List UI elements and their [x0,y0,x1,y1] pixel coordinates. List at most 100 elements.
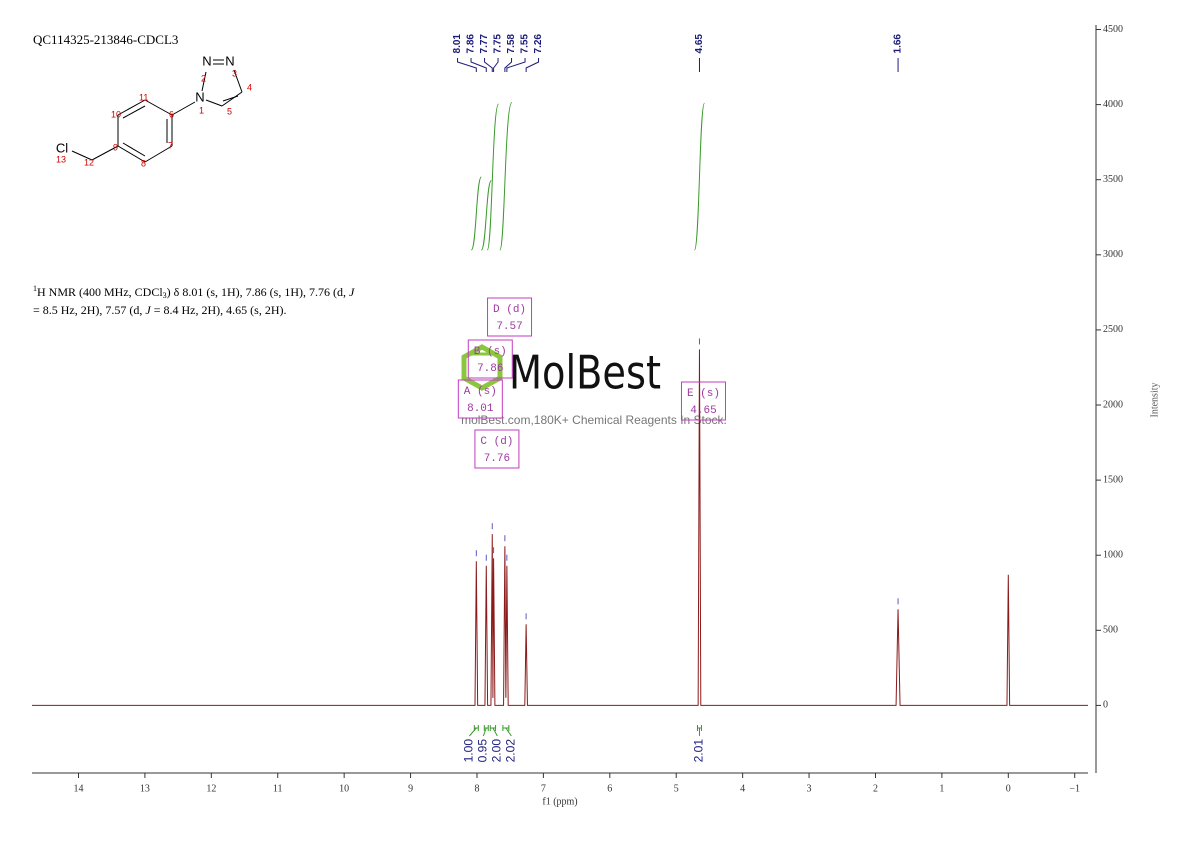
x-tick-label: 14 [73,783,83,794]
text-part: = 8.5 Hz, 2H), 7.57 (d, [33,303,145,317]
peak-label: 1.66 [893,34,904,54]
text-part: 1 [33,284,37,293]
peak-label: 7.77 [479,34,490,54]
x-tick-label: 8 [474,783,479,794]
multiplet-label: A (s) [464,386,497,398]
text-part: ) δ 8.01 (s, 1H), 7.86 (s, 1H), 7.76 (d, [167,285,349,299]
x-tick-label: −1 [1069,783,1080,794]
atom-number: 11 [139,92,148,102]
y-tick-label: 1500 [1103,474,1123,485]
integral-label: 2.01 [692,739,706,763]
bond [122,142,146,157]
atom-number: 5 [227,106,232,116]
multiplet-box [467,339,513,379]
y-tick-label: 3500 [1103,174,1123,185]
bond [233,69,243,93]
multiplet-label: C (d) [480,436,513,448]
multiplet-label: D (d) [493,304,526,316]
bond [222,95,239,102]
x-tick-label: 4 [740,783,745,794]
y-tick-label: 0 [1103,700,1108,711]
y-tick-label: 500 [1103,625,1118,636]
bond [201,71,207,92]
integral-bracket [468,725,479,737]
atom-label: N [202,53,211,68]
x-axis-label: f1 (ppm) [542,796,577,807]
integral-bracket [489,725,498,737]
integral-label: 2.02 [504,739,518,763]
peak-leader [493,58,499,72]
sample-title: QC114325-213846-CDCL3 [33,32,178,47]
integral-curve [480,180,492,251]
atom-number: 12 [84,157,94,167]
text-part: J [145,303,151,317]
peak-leader [457,58,477,72]
atom-number: 1 [199,105,204,115]
peak-label: 7.55 [520,34,531,54]
integral-label: 2.00 [490,739,504,763]
atom-number: 9 [113,142,118,152]
peak-leader [504,58,513,72]
watermark-tagline: molBest.com,180K+ Chemical Reagents In S… [461,413,727,427]
peak-label: 7.86 [466,34,477,54]
x-tick-label: 6 [607,783,612,794]
atom-number: 8 [141,158,146,168]
text-part: H NMR (400 MHz, CDCl [37,285,163,299]
peak-label: 7.26 [533,34,544,54]
integral-curve [499,102,513,251]
watermark-brand: MolBest [509,346,661,400]
multiplet-shift: 7.57 [496,321,522,333]
nmr-description: = 8.5 Hz, 2H), 7.57 (d, J = 8.4 Hz, 2H),… [33,303,287,317]
x-tick-label: 2 [873,783,878,794]
molecule [71,59,243,163]
integral-bracket [696,725,702,736]
x-tick-label: 5 [674,783,679,794]
x-tick-label: 9 [408,783,413,794]
peak-label: 8.01 [452,34,463,54]
y-tick-label: 2000 [1103,399,1123,410]
x-tick-label: 13 [140,783,150,794]
text-part: = 8.4 Hz, 2H), 4.65 (s, 2H). [151,303,287,317]
bond [205,99,223,107]
bond [71,150,93,161]
multiplet-box [487,297,533,337]
atom-number: 10 [111,109,121,119]
y-axis-label: Intensity [1149,383,1160,418]
bond [144,145,173,163]
x-tick-label: 10 [339,783,349,794]
multiplet-label: E (s) [687,388,720,400]
text-part: J [349,285,355,299]
peak-leader [506,58,526,72]
nmr-description: 1H NMR (400 MHz, CDCl3) δ 8.01 (s, 1H), … [33,284,355,300]
x-tick-label: 3 [807,783,812,794]
x-tick-label: 1 [939,783,944,794]
peak-label: 7.58 [506,34,517,54]
atom-number: 6 [169,109,174,119]
integral-curve [486,103,500,251]
peak-leader [525,58,540,72]
x-tick-label: 0 [1006,783,1011,794]
y-tick-label: 4500 [1103,24,1123,35]
bond [122,105,146,119]
multiplet-shift: 4.65 [690,405,716,417]
peak-leader [470,58,487,72]
atom-label: Cl [56,140,68,155]
atom-number: 3 [232,68,237,78]
peak-label: 4.65 [694,34,705,54]
x-tick-label: 12 [206,783,216,794]
atom-number: 13 [56,154,66,164]
multiplet-label: B (s) [474,346,507,358]
atom-label: N [195,89,204,104]
atom-label: N [225,53,234,68]
atom-number: 4 [247,82,252,92]
multiplet-box [474,429,520,469]
y-tick-label: 3000 [1103,249,1123,260]
atom-number: 2 [201,73,206,83]
peak-label: 7.75 [493,34,504,54]
integral-bracket [502,725,512,737]
bond [117,99,146,116]
multiplet-box [680,381,726,421]
bond [117,145,146,163]
integral-label: 1.00 [462,739,476,763]
